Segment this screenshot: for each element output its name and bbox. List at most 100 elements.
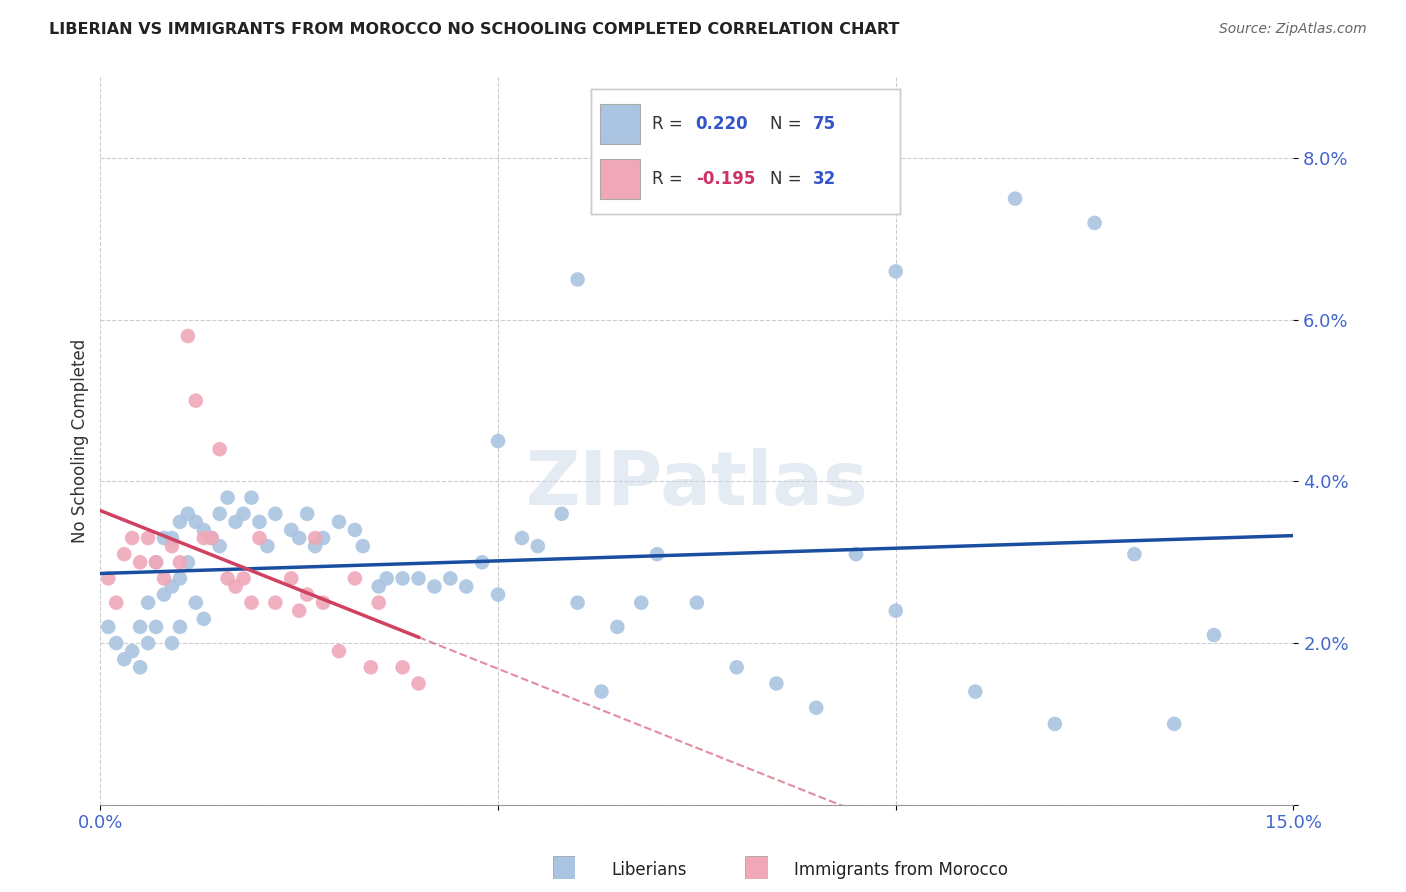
Point <box>105 596 128 610</box>
Point <box>630 596 652 610</box>
Point <box>288 604 311 618</box>
Point <box>527 539 550 553</box>
Point <box>408 571 430 585</box>
Point <box>201 531 224 545</box>
Point <box>391 660 413 674</box>
Point <box>1123 547 1146 561</box>
Text: R =: R = <box>652 115 689 133</box>
Point <box>208 539 231 553</box>
Point <box>280 523 302 537</box>
Point <box>295 507 318 521</box>
Point <box>765 676 787 690</box>
Point <box>136 596 159 610</box>
Point <box>177 507 200 521</box>
Point <box>1043 717 1066 731</box>
Point <box>129 555 152 569</box>
Point <box>567 596 589 610</box>
Point <box>567 272 589 286</box>
Point <box>145 620 167 634</box>
Point <box>686 596 709 610</box>
Point <box>184 596 207 610</box>
Point <box>217 571 239 585</box>
Point <box>208 507 231 521</box>
Point <box>112 652 135 666</box>
Point <box>136 636 159 650</box>
Point <box>264 507 287 521</box>
Point <box>884 604 907 618</box>
Point <box>343 571 366 585</box>
Point <box>184 393 207 408</box>
Point <box>806 700 828 714</box>
Point <box>225 515 247 529</box>
Point <box>193 523 215 537</box>
Point <box>136 531 159 545</box>
Point <box>295 588 318 602</box>
Text: Source: ZipAtlas.com: Source: ZipAtlas.com <box>1219 22 1367 37</box>
Point <box>486 434 509 448</box>
Text: -0.195: -0.195 <box>696 170 755 188</box>
Point <box>280 571 302 585</box>
Point <box>510 531 533 545</box>
Point <box>97 620 120 634</box>
Point <box>105 636 128 650</box>
Point <box>1004 192 1026 206</box>
Point <box>201 531 224 545</box>
Text: R =: R = <box>652 170 689 188</box>
Point <box>153 571 176 585</box>
Point <box>145 555 167 569</box>
Point <box>232 507 254 521</box>
Point <box>160 539 183 553</box>
Point <box>249 531 271 545</box>
Point <box>193 612 215 626</box>
Point <box>1163 717 1185 731</box>
Point <box>471 555 494 569</box>
Point <box>423 580 446 594</box>
Point <box>304 531 326 545</box>
Point <box>367 596 389 610</box>
Point <box>169 555 191 569</box>
Point <box>312 531 335 545</box>
Point <box>312 596 335 610</box>
Point <box>1202 628 1225 642</box>
Text: ZIPatlas: ZIPatlas <box>526 448 869 521</box>
Point <box>169 571 191 585</box>
Point <box>550 507 572 521</box>
Point <box>169 620 191 634</box>
Point <box>145 555 167 569</box>
Text: N =: N = <box>770 115 807 133</box>
Point <box>240 596 263 610</box>
Point <box>160 636 183 650</box>
Point <box>240 491 263 505</box>
Point <box>112 547 135 561</box>
Point <box>232 571 254 585</box>
Point <box>256 539 278 553</box>
Point <box>177 555 200 569</box>
Point <box>304 539 326 553</box>
Point <box>328 515 350 529</box>
Bar <box>600 159 640 199</box>
Point <box>884 264 907 278</box>
Point <box>845 547 868 561</box>
Point <box>360 660 382 674</box>
Point <box>153 588 176 602</box>
Point <box>1084 216 1107 230</box>
Point <box>645 547 668 561</box>
Point <box>225 580 247 594</box>
Point <box>408 676 430 690</box>
Point <box>343 523 366 537</box>
Point <box>160 580 183 594</box>
Point <box>169 515 191 529</box>
Point <box>965 684 987 698</box>
Point <box>591 684 613 698</box>
Point <box>184 515 207 529</box>
Point <box>160 531 183 545</box>
Point <box>129 620 152 634</box>
Text: N =: N = <box>770 170 807 188</box>
Text: 75: 75 <box>813 115 837 133</box>
Point <box>97 571 120 585</box>
Point <box>193 531 215 545</box>
Point <box>121 531 143 545</box>
Point <box>456 580 478 594</box>
Point <box>725 660 748 674</box>
Point <box>129 660 152 674</box>
